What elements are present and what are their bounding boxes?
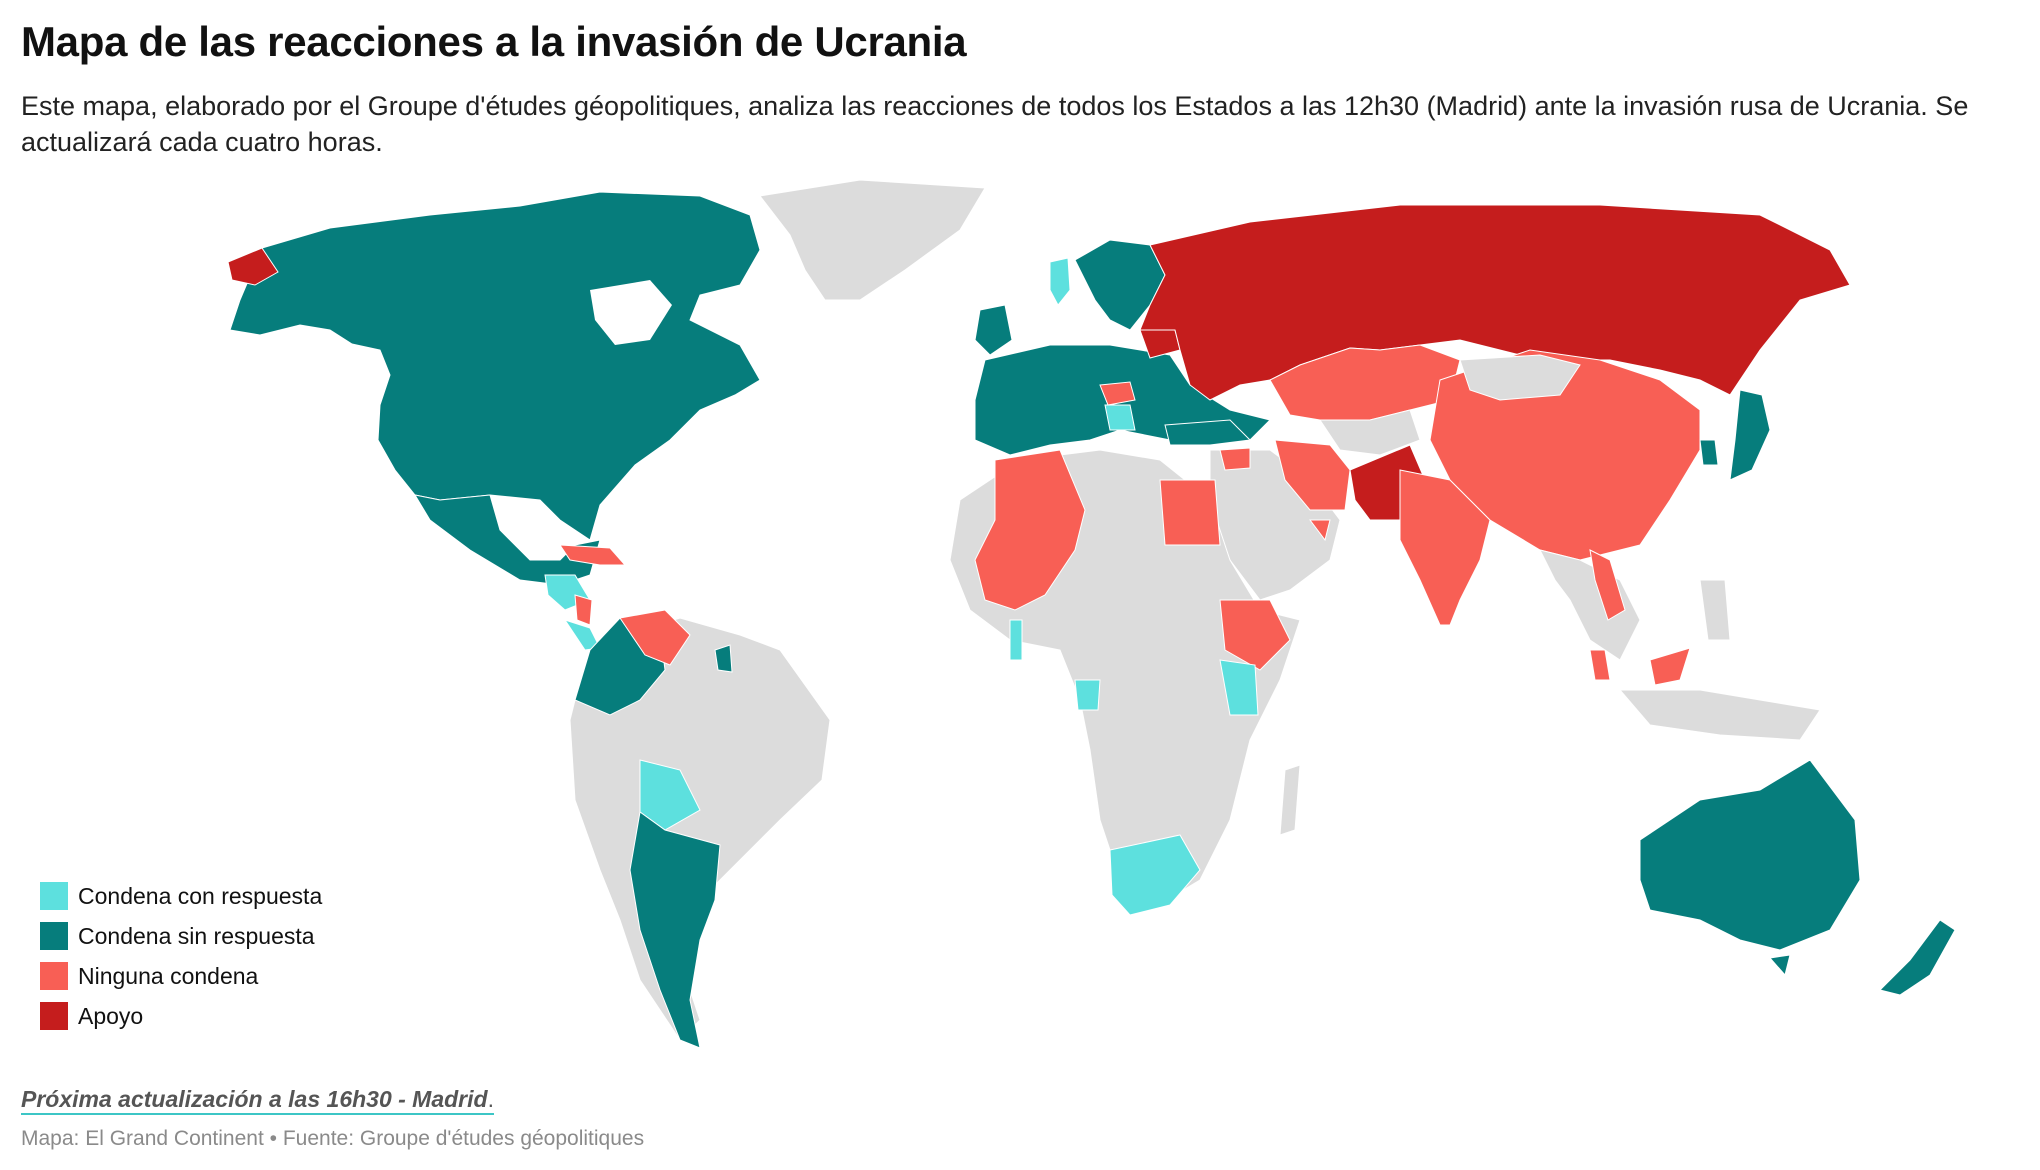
russia: [1139, 204, 1851, 401]
legend-swatch: [40, 922, 68, 950]
algeria-mali: [974, 449, 1086, 611]
malaysia-borneo: [1649, 647, 1691, 686]
serbia-hungary: [1099, 381, 1136, 406]
japan: [1729, 389, 1771, 481]
next-update-suffix: .: [487, 1086, 494, 1112]
legend-label: Condena sin respuesta: [78, 922, 315, 949]
legend-item-condemn-with-response: Condena con respuesta: [40, 876, 322, 916]
mongolia: [1459, 354, 1581, 401]
tasmania: [1769, 954, 1791, 977]
bolivia: [639, 759, 701, 831]
alaska: [227, 247, 279, 286]
australia: [1639, 759, 1861, 951]
vietnam-laos: [1589, 549, 1626, 621]
central-asia: [1319, 409, 1421, 456]
uae: [1309, 519, 1331, 542]
legend-item-support: Apoyo: [40, 996, 322, 1036]
madagascar: [1279, 764, 1301, 836]
legend-label: Apoyo: [78, 1002, 144, 1029]
cuba: [559, 544, 627, 566]
world-map: [227, 179, 1956, 1049]
guyana: [714, 644, 733, 673]
kenya: [1219, 659, 1259, 716]
legend-swatch: [40, 1002, 68, 1030]
venezuela: [619, 609, 691, 666]
next-update-text[interactable]: Próxima actualización a las 16h30 - Madr…: [21, 1086, 488, 1112]
ghana: [1009, 619, 1023, 661]
new-zealand: [1879, 919, 1956, 996]
legend-label: Condena con respuesta: [78, 882, 323, 909]
north-america: [229, 191, 761, 541]
turkey: [1164, 419, 1252, 446]
gabon: [1074, 679, 1101, 711]
map-subtitle: Este mapa, elaborado por el Groupe d'étu…: [21, 91, 1969, 157]
mexico: [413, 494, 601, 586]
se-asia: [1539, 549, 1641, 661]
legend-swatch: [40, 962, 68, 990]
egypt: [1159, 479, 1221, 546]
ethiopia: [1219, 599, 1291, 671]
uk: [974, 304, 1013, 356]
legend-label: Ninguna condena: [78, 962, 259, 989]
indonesia: [1618, 689, 1821, 741]
philippines: [1699, 579, 1731, 641]
hudson-bay: [590, 280, 672, 345]
malaysia: [1589, 649, 1611, 681]
korea: [1699, 439, 1719, 466]
map-source: Mapa: El Grand Continent • Fuente: Group…: [21, 1127, 645, 1150]
balkans-cwr: [1104, 404, 1136, 431]
southern-cone: [629, 811, 721, 1049]
south-africa: [1109, 834, 1201, 916]
china: [1429, 349, 1701, 561]
map-title: Mapa de las reacciones a la invasión de …: [21, 18, 967, 65]
legend-item-condemn-without-response: Condena sin respuesta: [40, 916, 322, 956]
map-legend: Condena con respuesta Condena sin respue…: [40, 876, 322, 1036]
legend-item-no-condemnation: Ninguna condena: [40, 956, 322, 996]
legend-swatch: [40, 882, 68, 910]
syria: [1219, 447, 1251, 471]
iceland: [1049, 257, 1071, 306]
next-update-note[interactable]: Próxima actualización a las 16h30 - Madr…: [21, 1086, 494, 1115]
iran: [1274, 439, 1351, 511]
greenland: [759, 179, 986, 301]
nicaragua: [574, 594, 593, 626]
